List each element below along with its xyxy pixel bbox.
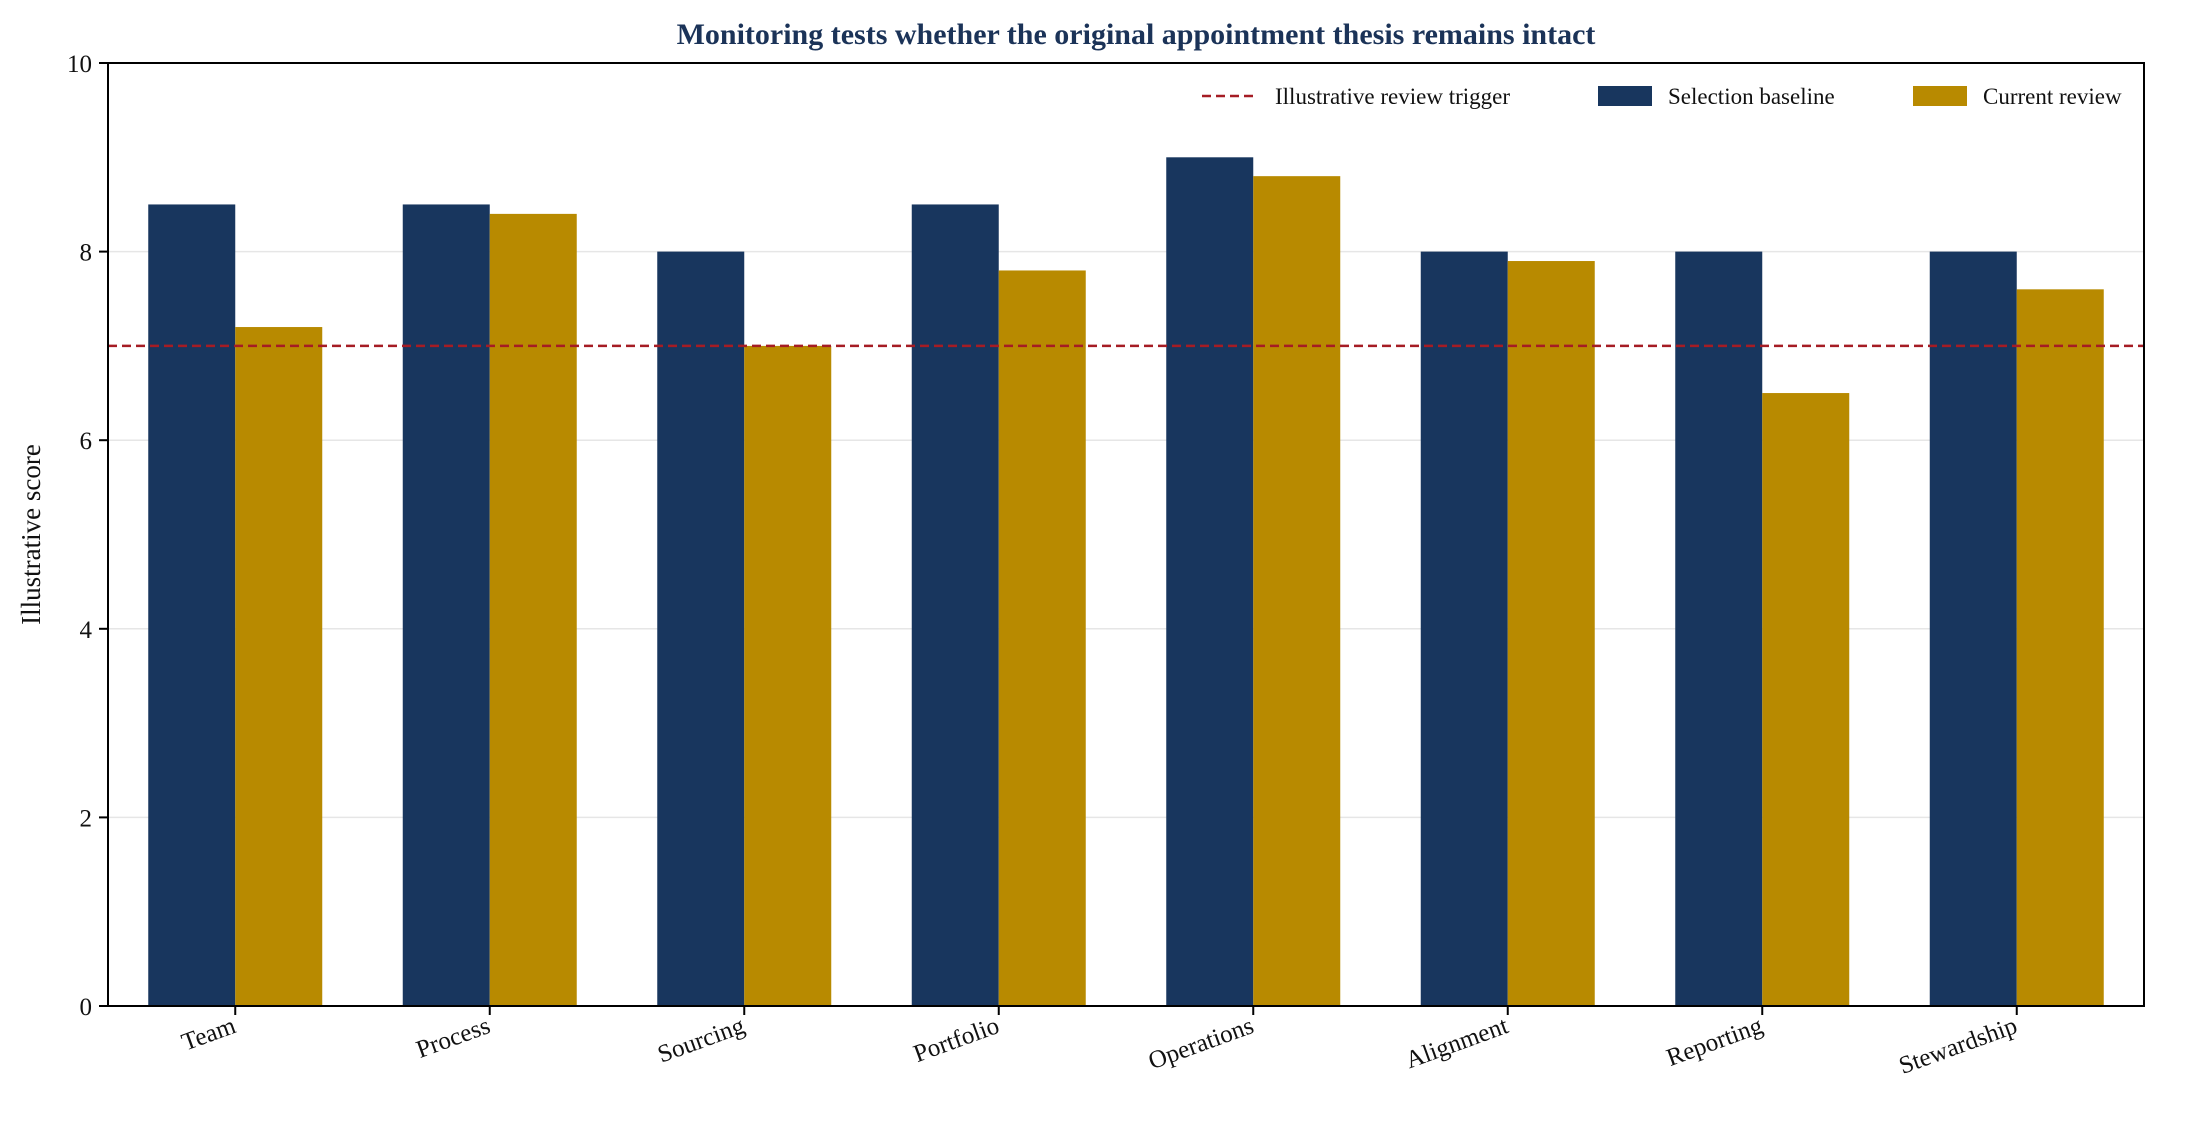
legend-swatch-selection-baseline [1598,86,1652,106]
bar-current-process [489,213,577,1006]
x-tick-label: Stewardship [1895,1012,2020,1080]
x-tick-label: Operations [1145,1012,1257,1075]
chart-title: Monitoring tests whether the original ap… [677,18,1596,51]
bar-current-team [235,327,323,1006]
legend-label-current-review: Current review [1983,84,2122,109]
y-tick-label: 6 [80,428,93,455]
y-tick-label: 8 [80,240,93,267]
bar-baseline-operations [1166,157,1254,1007]
legend-label-selection-baseline: Selection baseline [1668,84,1835,109]
bar-current-alignment [1507,261,1595,1006]
bar-current-portfolio [998,270,1086,1007]
y-axis-label: Illustrative score [16,444,46,625]
y-tick-label: 4 [80,617,93,644]
legend: Illustrative review trigger Selection bas… [1202,84,2122,109]
bar-baseline-portfolio [911,204,999,1006]
x-tick-label: Process [413,1012,494,1063]
bar-current-operations [1253,176,1341,1006]
bar-current-sourcing [744,345,832,1006]
bar-current-stewardship [2016,289,2104,1006]
bar-baseline-team [148,204,236,1006]
plot-frame [107,62,2145,1007]
bar-baseline-sourcing [657,251,745,1007]
bar-current-reporting [1762,393,1850,1006]
x-tick-label: Alignment [1402,1012,1512,1074]
x-tick-label: Reporting [1663,1012,1767,1072]
bars [148,157,2104,1007]
legend-swatch-current-review [1913,86,1967,106]
legend-label-review-trigger: Illustrative review trigger [1275,84,1510,109]
bar-baseline-reporting [1675,251,1763,1007]
y-tick-label: 2 [80,805,93,832]
y-tick-label: 0 [80,994,93,1021]
x-tick-label: Sourcing [654,1012,749,1068]
x-tick-label: Portfolio [910,1012,1003,1068]
bar-baseline-stewardship [1929,251,2017,1007]
bar-baseline-alignment [1420,251,1508,1007]
y-tick-label: 10 [67,51,92,78]
bar-baseline-process [402,204,490,1006]
x-tick-label: Team [178,1012,240,1056]
